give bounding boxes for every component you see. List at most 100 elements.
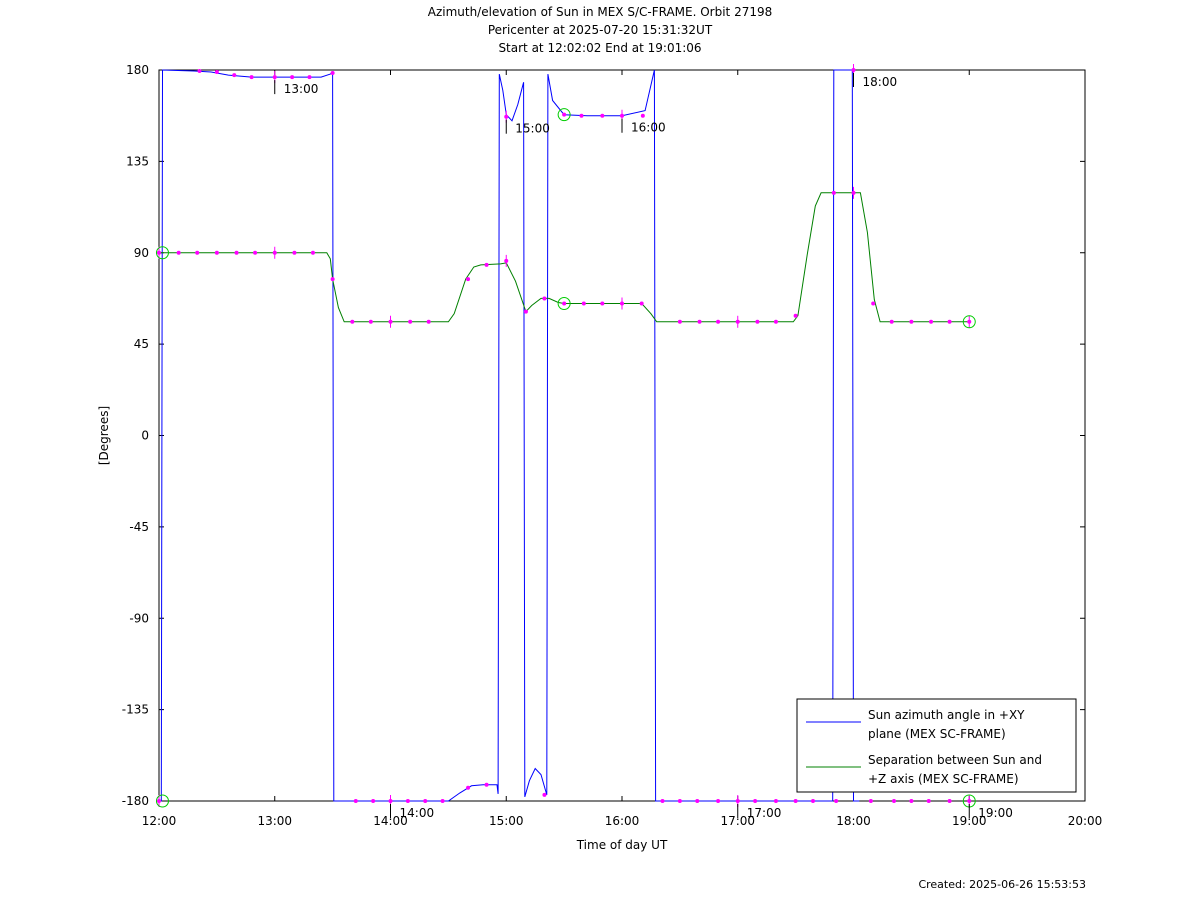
data-point	[542, 296, 547, 301]
x-tick-label: 12:00	[142, 814, 177, 828]
data-point	[523, 309, 528, 314]
data-point	[581, 301, 586, 306]
data-point	[253, 250, 258, 255]
hour-label: 19:00	[978, 806, 1013, 820]
data-point	[426, 319, 431, 324]
x-tick-label: 16:00	[605, 814, 640, 828]
hour-label: 16:00	[631, 121, 666, 135]
data-point	[947, 799, 952, 803]
data-point	[755, 319, 760, 324]
data-point	[214, 250, 219, 255]
hour-label: 13:00	[284, 82, 319, 96]
data-point	[290, 75, 295, 80]
y-tick-label: -90	[129, 611, 149, 625]
data-point	[831, 190, 836, 195]
separation-series-line	[159, 192, 970, 323]
hour-label: 18:00	[863, 75, 898, 89]
data-point	[716, 319, 721, 324]
data-point	[249, 75, 254, 80]
data-point	[810, 799, 815, 803]
data-point	[793, 313, 798, 318]
y-tick-label: 90	[134, 246, 149, 260]
x-tick-label: 15:00	[489, 814, 524, 828]
data-point	[484, 782, 489, 787]
data-point	[234, 250, 239, 255]
y-tick-label: -45	[129, 520, 149, 534]
data-point	[353, 799, 358, 803]
data-point	[909, 319, 914, 324]
y-tick-label: 180	[126, 63, 149, 77]
data-point	[466, 277, 471, 282]
y-tick-label: -135	[122, 703, 149, 717]
legend-box	[796, 698, 1077, 793]
y-tick-label: 45	[134, 337, 149, 351]
data-point	[793, 799, 798, 803]
data-point	[909, 799, 914, 803]
azimuth-series-line	[159, 69, 860, 802]
plot-frame	[158, 69, 1086, 802]
y-axis-label: [Degrees]	[97, 406, 111, 465]
legend-label: Separation between Sun and	[868, 753, 1042, 767]
y-tick-label: 0	[141, 429, 149, 443]
data-point	[677, 319, 682, 324]
hour-label: 14:00	[400, 806, 435, 820]
created-timestamp: Created: 2025-06-26 15:53:53	[918, 878, 1086, 891]
endpoint-circle	[557, 108, 571, 122]
x-tick-label: 18:00	[836, 814, 871, 828]
data-point	[195, 250, 200, 255]
endpoint-circle	[155, 246, 169, 260]
data-point	[579, 113, 584, 118]
data-point	[660, 799, 665, 803]
data-point	[214, 70, 219, 75]
data-point	[868, 799, 873, 803]
data-point	[423, 799, 428, 803]
data-point	[716, 799, 721, 803]
data-point	[371, 799, 376, 803]
endpoint-circle	[155, 794, 169, 808]
data-point	[600, 301, 605, 306]
data-point	[310, 250, 315, 255]
x-tick-label: 13:00	[257, 814, 292, 828]
data-point	[600, 113, 605, 118]
pericenter-text: Pericenter at 2025-07-20 15:31:32UT	[487, 23, 713, 37]
data-point	[677, 799, 682, 803]
data-point	[330, 277, 335, 282]
x-tick-label: 20:00	[1068, 814, 1103, 828]
data-point	[639, 301, 644, 306]
y-tick-label: -180	[122, 794, 149, 808]
data-point	[484, 262, 489, 267]
data-point	[405, 799, 410, 803]
data-point	[562, 112, 567, 117]
data-point	[408, 319, 413, 324]
chart-title: Azimuth/elevation of Sun in MEX S/C-FRAM…	[427, 5, 773, 19]
data-point	[232, 73, 237, 78]
endpoint-circle	[962, 315, 976, 329]
data-point	[773, 799, 778, 803]
data-point	[292, 250, 297, 255]
legend-label: Sun azimuth angle in +XY	[868, 708, 1025, 722]
data-point	[562, 301, 567, 306]
data-point	[773, 319, 778, 324]
data-point	[350, 319, 355, 324]
time-span-text: Start at 12:02:02 End at 19:01:06	[498, 41, 702, 55]
x-tick-label: 14:00	[373, 814, 408, 828]
data-point	[542, 792, 547, 797]
legend-label: plane (MEX SC-FRAME)	[868, 727, 1006, 741]
endpoint-circle	[557, 297, 571, 311]
data-point	[466, 785, 471, 790]
data-point	[640, 113, 645, 118]
data-point	[368, 319, 373, 324]
x-tick-label: 17:00	[720, 814, 755, 828]
legend-label: +Z axis (MEX SC-FRAME)	[868, 772, 1019, 786]
hour-label: 15:00	[515, 122, 550, 136]
x-axis-label: Time of day UT	[576, 838, 668, 852]
data-point	[440, 799, 445, 803]
y-tick-label: 135	[126, 154, 149, 168]
data-point	[197, 69, 202, 74]
data-point	[176, 250, 181, 255]
hour-label: 17:00	[747, 806, 782, 820]
data-point	[871, 301, 876, 306]
data-point	[834, 799, 839, 803]
data-point	[695, 799, 700, 803]
